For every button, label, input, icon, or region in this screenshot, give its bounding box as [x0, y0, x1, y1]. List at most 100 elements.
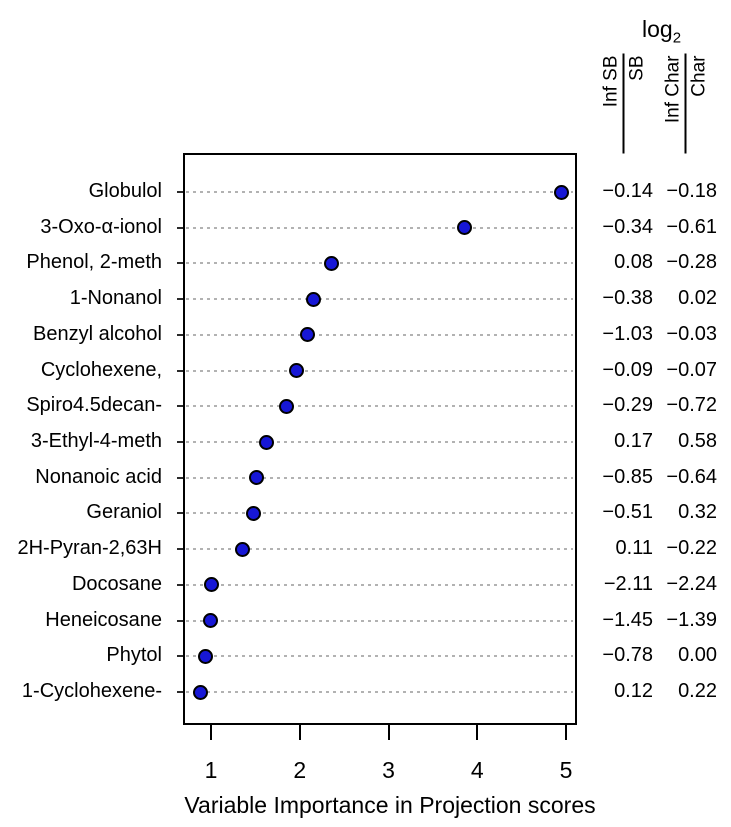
x-axis-tick-label: 5 — [559, 757, 573, 783]
y-axis-tick — [177, 691, 183, 693]
category-label: Geraniol — [86, 501, 162, 524]
y-axis-tick — [177, 655, 183, 658]
data-point — [278, 398, 294, 414]
data-point — [248, 470, 264, 486]
log2-subscript: 2 — [672, 29, 682, 47]
value-log2-inf-char-char: 0.58 — [678, 430, 717, 452]
grid-line — [186, 369, 573, 372]
value-log2-inf-sb-sb: −1.45 — [602, 608, 653, 631]
category-label: Heneicosane — [45, 608, 162, 631]
value-log2-inf-sb-sb: −0.29 — [602, 394, 653, 417]
value-log2-inf-char-char: −0.28 — [666, 251, 717, 274]
value-log2-inf-char-char: 0.32 — [678, 501, 717, 524]
data-point — [202, 613, 218, 629]
category-label: 3-Ethyl-4-meth — [30, 430, 162, 452]
data-point — [288, 363, 304, 379]
category-label: Docosane — [71, 572, 162, 595]
value-log2-inf-char-char: −2.24 — [666, 572, 717, 595]
data-point — [198, 648, 214, 664]
value-log2-inf-char-char: −0.72 — [666, 394, 717, 417]
value-log2-inf-sb-sb: 0.08 — [614, 251, 653, 274]
log2-text: log — [642, 16, 673, 42]
value-log2-inf-sb-sb: −0.09 — [602, 358, 653, 381]
value-log2-inf-sb-sb: 0.17 — [614, 430, 653, 452]
category-label: 2H-Pyran-2,63H — [17, 537, 162, 560]
y-axis-tick — [177, 333, 183, 336]
value-log2-inf-char-char: −0.03 — [666, 322, 717, 345]
grid-line — [186, 548, 573, 551]
category-label: Phytol — [106, 644, 162, 667]
category-label: Cyclohexene, — [40, 358, 162, 381]
x-axis-tick — [476, 725, 479, 740]
data-point — [554, 184, 570, 200]
x-axis-tick-label: 4 — [470, 757, 484, 783]
value-log2-inf-sb-sb: −0.51 — [602, 501, 653, 524]
y-axis-tick — [177, 262, 183, 265]
category-label: Phenol, 2-meth — [26, 251, 162, 274]
x-axis-tick-label: 2 — [293, 757, 307, 783]
value-log2-inf-char-char: −0.22 — [666, 537, 717, 560]
value-log2-inf-sb-sb: −0.38 — [602, 287, 653, 310]
grid-line — [186, 262, 573, 265]
value-log2-inf-char-char: 0.22 — [678, 680, 717, 702]
data-point — [203, 577, 219, 593]
grid-line — [186, 512, 573, 515]
value-log2-inf-sb-sb: −1.03 — [602, 322, 653, 345]
grid-line — [186, 441, 573, 443]
x-axis-tick-label: 1 — [204, 757, 218, 783]
x-axis-title: Variable Importance in Projection scores — [184, 792, 596, 818]
value-log2-inf-sb-sb: 0.11 — [615, 537, 653, 560]
y-axis-tick — [177, 298, 183, 301]
y-axis-tick — [177, 369, 183, 372]
y-axis-tick — [177, 476, 183, 479]
grid-line — [186, 191, 573, 193]
x-axis-tick-label: 3 — [382, 757, 395, 783]
y-axis-tick — [177, 548, 183, 551]
grid-line — [186, 333, 573, 336]
x-axis-tick — [298, 725, 301, 740]
value-log2-inf-char-char: 0.00 — [678, 644, 717, 667]
grid-line — [186, 298, 573, 301]
value-log2-inf-char-char: 0.02 — [678, 287, 717, 310]
data-point — [305, 291, 321, 307]
data-point — [246, 505, 262, 521]
category-label: 1-Nonanol — [69, 287, 162, 310]
data-point — [457, 220, 473, 236]
y-axis-tick — [177, 405, 183, 408]
y-axis-tick — [177, 441, 183, 443]
grid-line — [186, 583, 573, 586]
value-log2-inf-char-char: −0.61 — [666, 215, 717, 238]
value-log2-inf-char-char: −0.18 — [666, 180, 717, 202]
value-log2-inf-char-char: −1.39 — [666, 608, 717, 631]
value-log2-inf-sb-sb: 0.12 — [614, 680, 653, 702]
data-point — [235, 541, 251, 557]
x-axis-tick — [387, 725, 390, 740]
x-axis-tick — [210, 725, 212, 740]
data-point — [192, 684, 208, 700]
data-point — [324, 255, 340, 271]
category-label: 1-Cyclohexene- — [21, 680, 162, 702]
category-label: Spiro4.5decan- — [26, 394, 162, 417]
value-log2-inf-sb-sb: −0.85 — [602, 465, 653, 488]
grid-line — [186, 476, 573, 479]
grid-line — [186, 619, 573, 622]
value-log2-inf-sb-sb: −0.78 — [602, 644, 653, 667]
value-log2-inf-sb-sb: −0.14 — [602, 180, 653, 202]
grid-line — [186, 405, 573, 408]
y-axis-tick — [177, 226, 183, 229]
value-log2-inf-char-char: −0.07 — [666, 358, 717, 381]
x-axis-tick — [565, 725, 567, 740]
category-label: Globulol — [88, 180, 162, 202]
value-log2-inf-sb-sb: −2.11 — [603, 572, 653, 595]
grid-line — [186, 691, 573, 693]
y-axis-tick — [177, 583, 183, 586]
y-axis-tick — [177, 619, 183, 622]
category-label: Nonanoic acid — [35, 465, 162, 488]
grid-line — [186, 655, 573, 658]
value-log2-inf-sb-sb: −0.34 — [602, 215, 653, 238]
data-point — [300, 327, 316, 343]
y-axis-tick — [177, 512, 183, 515]
log2-column-group-header: log2 — [642, 16, 681, 47]
